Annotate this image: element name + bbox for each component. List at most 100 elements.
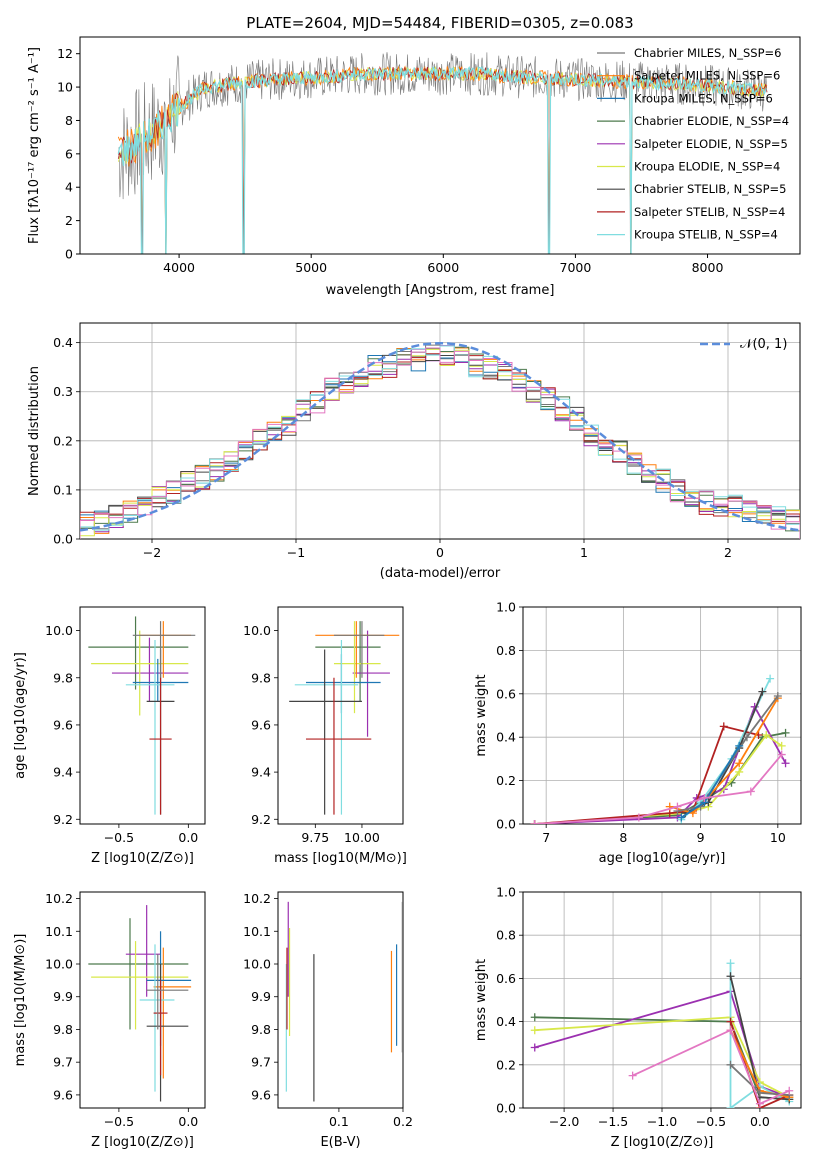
weight-series-line [677, 695, 779, 812]
y-tick-label: 9.4 [53, 765, 73, 780]
errorbars [88, 905, 192, 1102]
weight-marker [726, 1104, 735, 1108]
y-tick-label: 12 [57, 46, 73, 61]
y-tick-label: 0.8 [496, 928, 516, 943]
y-tick-label: 9.7 [53, 1055, 73, 1070]
y-tick-label: 8 [65, 113, 73, 128]
weight-marker [773, 691, 782, 700]
x-tick-label: −1.5 [598, 1114, 628, 1129]
x-tick-label: −2.0 [549, 1114, 579, 1129]
x-tick-label: 8 [619, 830, 627, 845]
weight-marker [726, 1017, 735, 1026]
x-tick-label: −0.5 [104, 1114, 134, 1129]
y-tick-label: 10.1 [243, 924, 271, 939]
weight-marker [777, 741, 786, 750]
y-tick-label: 10.0 [243, 623, 271, 638]
y-tick-label: 0.2 [496, 1057, 516, 1072]
axes-frame [522, 891, 802, 1109]
axes-frame [79, 36, 801, 255]
y-tick-label: 10.0 [45, 957, 73, 972]
weight-vs-age-panel: 7 8 9 10 0.0 0.2 0.4 0.6 0.8 1.0 age [log10(age/yr… [474, 600, 802, 866]
y-tick-label: 9.4 [251, 765, 271, 780]
x-tick-label: 5000 [295, 260, 327, 275]
y-tick-label: 1.0 [496, 885, 516, 900]
mass-vs-extinction-panel: 0.1 0.2 9.6 9.7 9.8 9.9 10.0 10.1 10.2 E(B-V) [243, 891, 413, 1150]
x-tick-label: 9.75 [301, 830, 329, 845]
y-tick-label: 0.8 [496, 643, 516, 658]
y-axis-label: Flux [fλ10⁻¹⁷ erg cm⁻² s⁻¹ A⁻¹] [27, 47, 42, 244]
y-tick-label: 9.7 [251, 1055, 271, 1070]
weight-series-line [534, 732, 786, 824]
x-tick-label: 7 [542, 830, 550, 845]
y-tick-label: 10.2 [45, 891, 73, 906]
y-tick-label: 0.2 [53, 433, 73, 448]
weight-marker [634, 813, 643, 822]
x-tick-label: −0.5 [696, 1114, 726, 1129]
histogram-bars [80, 341, 800, 539]
x-tick-label: 7000 [560, 260, 592, 275]
y-tick-label: 9.6 [251, 717, 271, 732]
data-trace [118, 52, 767, 254]
x-tick-label: 0.1 [329, 1114, 349, 1129]
x-tick-label: 0.0 [178, 830, 198, 845]
mass-vs-metallicity-panel: −0.5 0.0 9.6 9.7 9.8 9.9 10.0 10.1 10.2 Z [log10(… [13, 891, 206, 1150]
legend-entry: Salpeter ELODIE, N_SSP=5 [634, 137, 788, 151]
weight-series-line [534, 1016, 790, 1099]
x-tick-label: 10 [770, 830, 786, 845]
y-tick-label: 0.4 [496, 730, 516, 745]
x-axis-label: E(B-V) [320, 1135, 360, 1150]
y-axis-label: age [log10(age/yr)] [13, 652, 28, 779]
legend-entry: Kroupa MILES, N_SSP=6 [634, 91, 773, 105]
y-axis-label: mass [log10(M/M⊙)] [13, 934, 28, 1067]
y-tick-label: 0.4 [496, 1014, 516, 1029]
weight-marker [726, 1060, 735, 1069]
weight-marker [677, 813, 686, 822]
x-tick-label: −0.5 [104, 830, 134, 845]
y-tick-label: 9.9 [53, 989, 73, 1004]
weight-marker [781, 728, 790, 737]
x-axis-label: mass [log10(M/M⊙)] [274, 851, 407, 866]
x-tick-label: 10.00 [344, 830, 380, 845]
y-tick-label: 0 [65, 247, 73, 262]
legend-entry: Kroupa STELIB, N_SSP=4 [634, 228, 778, 242]
y-tick-label: 10.2 [243, 891, 271, 906]
y-tick-label: 10.1 [45, 924, 73, 939]
chart-title: PLATE=2604, MJD=54484, FIBERID=0305, z=0… [246, 14, 633, 32]
weight-marker [628, 1071, 637, 1080]
y-tick-label: 9.8 [53, 670, 73, 685]
y-tick-label: 9.6 [251, 1087, 271, 1102]
weight-marker [742, 733, 751, 742]
x-axis-label: wavelength [Angstrom, rest frame] [326, 283, 555, 298]
y-tick-label: 0.4 [53, 335, 73, 350]
y-tick-label: 9.8 [251, 1022, 271, 1037]
axes-frame [79, 322, 801, 540]
y-tick-label: 9.8 [53, 1022, 73, 1037]
legend-entry: 𝒩(0, 1) [740, 337, 787, 352]
y-axis-label: mass weight [474, 674, 489, 756]
spectrum-traces [117, 52, 768, 254]
x-axis-label: (data-model)/error [380, 566, 501, 581]
weight-lines [530, 959, 794, 1108]
y-tick-label: 9.9 [251, 989, 271, 1004]
weight-marker [530, 1043, 539, 1052]
weight-marker [781, 759, 790, 768]
y-tick-label: 10 [57, 80, 73, 95]
weight-marker [766, 674, 775, 683]
age-vs-metallicity-panel: −0.5 0.0 9.2 9.4 9.6 9.8 10.0 Z [log10(Z/Z⊙)] ag… [13, 606, 206, 866]
weight-marker [726, 959, 735, 968]
weight-marker [726, 972, 735, 981]
axes-frame [79, 891, 206, 1109]
x-tick-label: 0.2 [393, 1114, 413, 1129]
spectrum-panel: 4000 5000 6000 7000 8000 0 2 4 6 8 10 12 PLATE=2604,… [27, 14, 801, 298]
normal-curve [80, 341, 800, 532]
weight-marker [735, 767, 744, 776]
legend-entry: Chabrier MILES, N_SSP=6 [634, 46, 781, 60]
weight-marker [777, 750, 786, 759]
y-tick-label: 2 [65, 213, 73, 228]
model-trace-kroupa-stelib [117, 65, 767, 254]
x-tick-label: −1 [287, 545, 305, 560]
legend-entry: Kroupa ELODIE, N_SSP=4 [634, 160, 780, 174]
y-tick-label: 9.2 [251, 812, 271, 827]
weight-marker [785, 1086, 794, 1095]
